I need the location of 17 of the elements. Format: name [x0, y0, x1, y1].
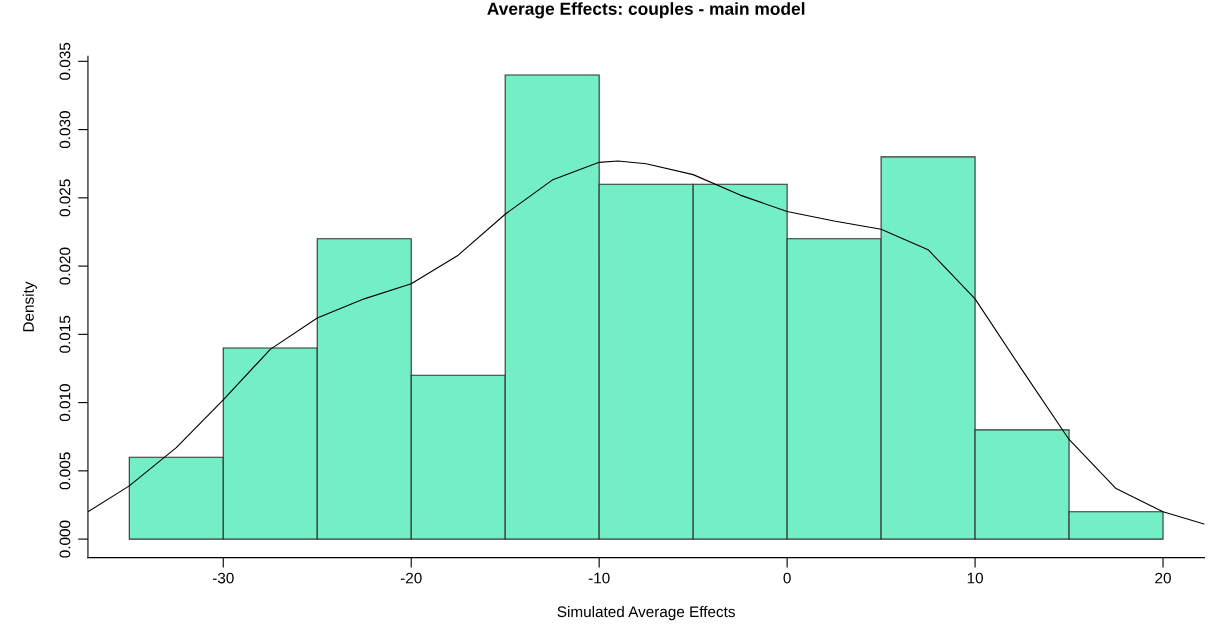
y-tick-label: 0.025 [59, 179, 71, 217]
x-axis-title: Simulated Average Effects [557, 605, 735, 621]
x-tick-label: 10 [967, 572, 983, 584]
chart-title: Average Effects: couples - main model [487, 2, 805, 19]
y-tick-label: 0.015 [59, 315, 71, 353]
y-tick-label: 0.035 [59, 42, 71, 80]
x-tick-label: -30 [212, 572, 234, 584]
x-tick-label: 0 [783, 572, 791, 584]
y-tick-label: 0.030 [59, 111, 71, 149]
x-tick-label: -20 [400, 572, 422, 584]
y-axis-title: Density [22, 281, 37, 332]
y-tick-label: 0.005 [59, 452, 71, 490]
y-tick-label: 0.000 [59, 520, 71, 558]
x-tick-label: 20 [1155, 572, 1171, 584]
y-tick-label: 0.010 [59, 384, 71, 422]
x-tick-label: -10 [588, 572, 610, 584]
y-tick-label: 0.020 [59, 247, 71, 285]
